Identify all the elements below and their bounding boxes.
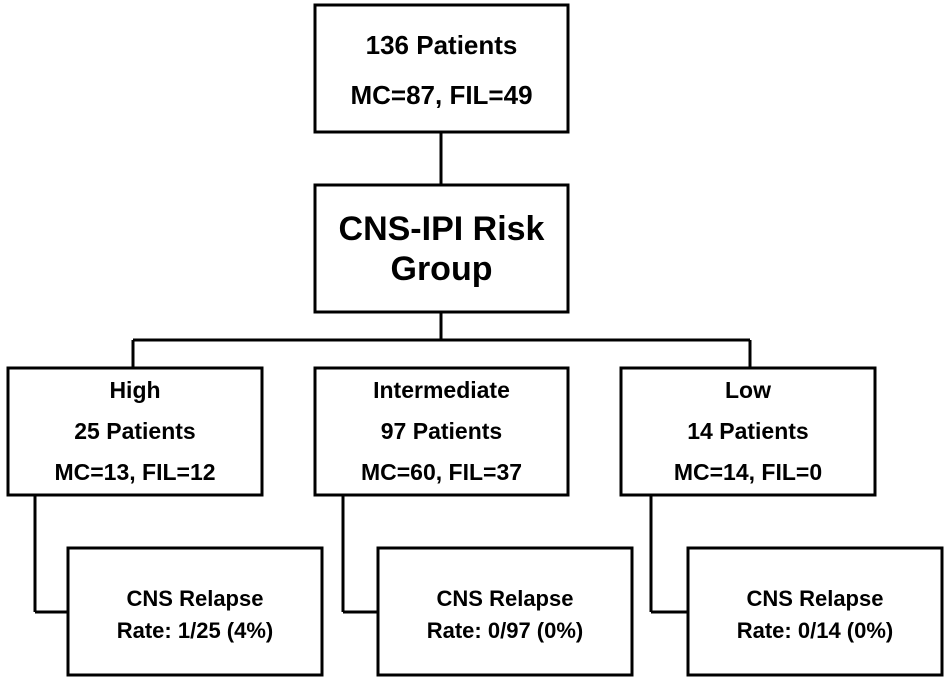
node-box xyxy=(313,183,570,314)
node-box xyxy=(313,366,570,497)
node-box xyxy=(6,366,264,497)
node-label: CNS Relapse xyxy=(747,586,884,611)
node-label: MC=60, FIL=37 xyxy=(361,459,522,485)
node-box xyxy=(376,546,634,677)
node-label: 136 Patients xyxy=(366,30,518,60)
node-label: Group xyxy=(391,250,493,288)
node-label: Intermediate xyxy=(373,377,510,403)
node-box xyxy=(66,546,324,677)
node-label: Rate: 0/14 (0%) xyxy=(737,618,894,643)
node-label: CNS Relapse xyxy=(127,586,264,611)
node-box xyxy=(313,3,570,134)
connectors xyxy=(33,132,752,614)
node-box xyxy=(619,366,877,497)
node-label: MC=87, FIL=49 xyxy=(350,80,532,110)
node-label: 25 Patients xyxy=(74,418,195,444)
node-label: Rate: 1/25 (4%) xyxy=(117,618,274,643)
node-label: MC=13, FIL=12 xyxy=(54,459,215,485)
node-label: 14 Patients xyxy=(687,418,808,444)
node-box xyxy=(686,546,944,677)
node-label: Low xyxy=(725,377,771,403)
node-label: CNS Relapse xyxy=(437,586,574,611)
node-label: MC=14, FIL=0 xyxy=(674,459,822,485)
node-label: High xyxy=(109,377,160,403)
node-label: 97 Patients xyxy=(381,418,502,444)
node-label: CNS-IPI Risk xyxy=(339,210,545,248)
node-label: Rate: 0/97 (0%) xyxy=(427,618,584,643)
